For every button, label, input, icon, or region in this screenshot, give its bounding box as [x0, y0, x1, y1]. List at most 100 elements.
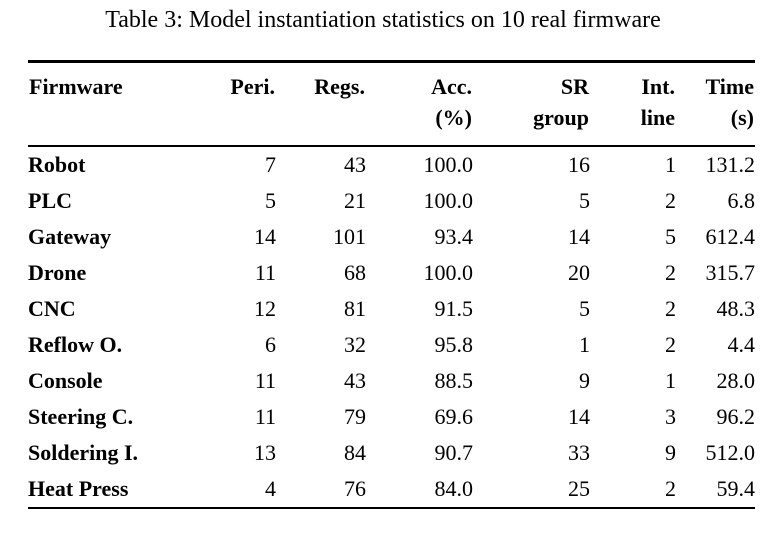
data-cell-acc: 88.5	[434, 368, 474, 393]
table-row-robot: Robot 7 43 100.0 16 1 131.2	[28, 146, 755, 183]
data-cell-int-line: 5	[665, 224, 676, 249]
header-cell-int: Int.	[590, 60, 676, 105]
data-cell-time: 48.3	[716, 296, 756, 321]
header-cell-peri-sub	[198, 105, 276, 147]
data-cell-regs: 68	[344, 260, 366, 285]
data-cell-acc: 84.0	[366, 471, 473, 509]
header-cell-firmware-sub	[28, 105, 198, 147]
header-cell-sr-sub: group	[473, 105, 590, 147]
data-cell-time: 315.7	[705, 260, 756, 285]
data-cell-time: 4.4	[727, 332, 756, 357]
table-row-cnc: CNC 12 81 91.5 5 2 48.3	[28, 291, 755, 327]
data-cell-time: 28.0	[716, 368, 756, 393]
data-cell-int-line: 9	[665, 440, 676, 465]
table-header: Firmware Peri. Regs. Acc. SR Int. Time (…	[28, 60, 755, 147]
data-cell-regs: 79	[344, 404, 366, 429]
header-cell-regs: Regs.	[276, 60, 366, 105]
data-cell-peri: 4	[198, 471, 276, 509]
data-cell-int-line: 2	[665, 296, 676, 321]
header-cell-acc-unit: (%)	[366, 105, 473, 147]
data-cell-int-line: 3	[665, 404, 676, 429]
header-cell-sr: SR	[473, 60, 590, 105]
data-cell-sr-group: 1	[579, 332, 590, 357]
row-label: Reflow O.	[28, 332, 123, 357]
data-cell-time: 96.2	[716, 404, 756, 429]
data-cell-time: 131.2	[705, 152, 756, 177]
data-cell-acc: 93.4	[434, 224, 474, 249]
data-cell-peri: 11	[254, 368, 276, 393]
data-cell-peri: 11	[254, 260, 276, 285]
table-body: Robot 7 43 100.0 16 1 131.2 PLC 5 21 100…	[28, 146, 755, 509]
table-row-reflow-o: Reflow O. 6 32 95.8 1 2 4.4	[28, 327, 755, 363]
data-cell-acc: 95.8	[434, 332, 474, 357]
data-cell-int-line: 2	[665, 260, 676, 285]
table-row-drone: Drone 11 68 100.0 20 2 315.7	[28, 255, 755, 291]
data-cell-peri: 12	[254, 296, 276, 321]
data-cell-int-line: 1	[665, 368, 676, 393]
data-cell-sr-group: 14	[568, 224, 590, 249]
data-cell-regs: 76	[276, 471, 366, 509]
header-cell-firmware: Firmware	[28, 60, 198, 105]
data-cell-sr-group: 5	[579, 188, 590, 213]
data-cell-int-line: 1	[665, 152, 676, 177]
row-label: Steering C.	[28, 404, 134, 429]
data-cell-regs: 21	[344, 188, 366, 213]
data-cell-time: 512.0	[705, 440, 756, 465]
data-cell-time: 612.4	[705, 224, 756, 249]
row-label: Gateway	[28, 224, 112, 249]
row-label: Soldering I.	[28, 440, 139, 465]
data-cell-time: 59.4	[676, 471, 755, 509]
header-cell-acc: Acc.	[366, 60, 473, 105]
table-row-plc: PLC 5 21 100.0 5 2 6.8	[28, 183, 755, 219]
data-cell-peri: 11	[254, 404, 276, 429]
data-cell-regs: 43	[344, 368, 366, 393]
data-cell-sr-group: 9	[579, 368, 590, 393]
table-row-console: Console 11 43 88.5 9 1 28.0	[28, 363, 755, 399]
table-caption: Table 3: Model instantiation statistics …	[105, 7, 661, 33]
data-cell-sr-group: 20	[568, 260, 590, 285]
header-cell-time-unit: (s)	[676, 105, 755, 147]
row-label: Drone	[28, 260, 87, 285]
data-cell-regs: 81	[344, 296, 366, 321]
data-cell-int-line: 2	[590, 471, 676, 509]
data-cell-acc: 69.6	[434, 404, 474, 429]
data-cell-peri: 7	[265, 152, 276, 177]
row-label: Robot	[28, 152, 86, 177]
row-label: Heat Press	[28, 471, 198, 509]
header-cell-regs-sub	[276, 105, 366, 147]
header-row-2: (%) group line (s)	[28, 105, 755, 147]
data-cell-int-line: 2	[665, 332, 676, 357]
data-cell-regs: 43	[344, 152, 366, 177]
data-cell-acc: 91.5	[434, 296, 474, 321]
data-cell-peri: 6	[265, 332, 276, 357]
data-cell-sr-group: 33	[568, 440, 590, 465]
data-cell-int-line: 2	[665, 188, 676, 213]
table-row-steering-c: Steering C. 11 79 69.6 14 3 96.2	[28, 399, 755, 435]
data-cell-acc: 100.0	[423, 152, 474, 177]
table-row-gateway: Gateway 14 101 93.4 14 5 612.4	[28, 219, 755, 255]
data-cell-sr-group: 25	[473, 471, 590, 509]
data-cell-regs: 101	[333, 224, 366, 249]
header-cell-peri: Peri.	[198, 60, 276, 105]
data-cell-sr-group: 16	[568, 152, 590, 177]
data-cell-time: 6.8	[727, 188, 756, 213]
data-cell-sr-group: 5	[579, 296, 590, 321]
row-label: PLC	[28, 188, 72, 213]
header-cell-int-sub: line	[590, 105, 676, 147]
data-cell-regs: 32	[344, 332, 366, 357]
data-cell-peri: 13	[254, 440, 276, 465]
data-cell-regs: 84	[344, 440, 366, 465]
model-instantiation-table: Firmware Peri. Regs. Acc. SR Int. Time (…	[28, 60, 755, 509]
table-row-soldering-i: Soldering I. 13 84 90.7 33 9 512.0	[28, 435, 755, 471]
row-label: CNC	[28, 296, 76, 321]
data-cell-acc: 90.7	[434, 440, 474, 465]
data-cell-acc: 100.0	[423, 188, 474, 213]
data-cell-peri: 5	[265, 188, 276, 213]
header-row-1: Firmware Peri. Regs. Acc. SR Int. Time	[28, 60, 755, 105]
data-cell-peri: 14	[254, 224, 276, 249]
header-cell-time: Time	[676, 60, 755, 105]
row-label: Console	[28, 368, 103, 393]
data-cell-acc: 100.0	[423, 260, 474, 285]
table-row-heat-press: Heat Press 4 76 84.0 25 2 59.4	[28, 471, 755, 509]
